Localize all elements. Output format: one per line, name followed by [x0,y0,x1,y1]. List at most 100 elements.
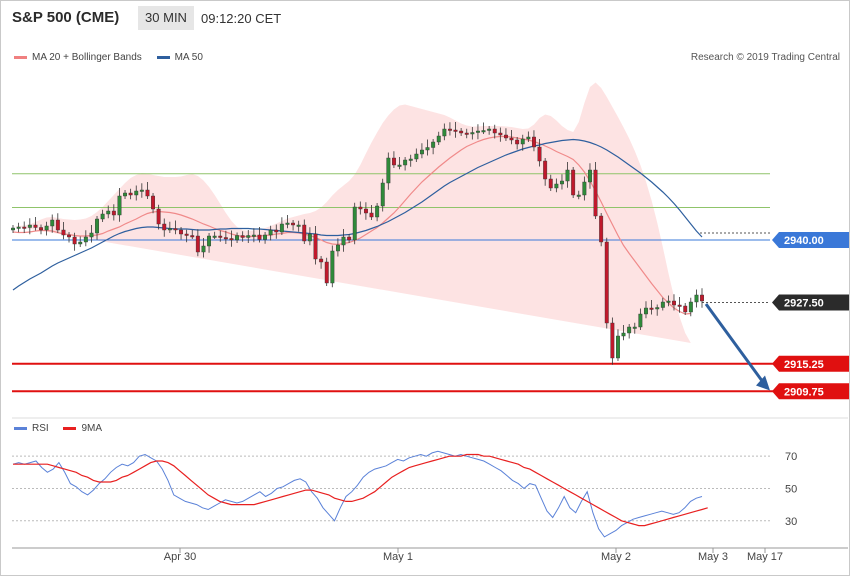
candle-body-93 [532,136,536,148]
rsi-line [12,450,703,538]
candle-body-50 [291,222,295,226]
x-tick-label-3: May 3 [698,551,728,563]
candle-body-24 [145,189,150,197]
candle-body-89 [509,137,514,141]
candle-body-2 [22,226,27,229]
price-tag-label-3: 2927.50 [784,298,824,310]
candle-body-18 [111,210,116,216]
candle-body-114 [649,307,654,310]
candle-body-45 [263,234,267,240]
main-legend: MA 20 + Bollinger Bands MA 50 [14,52,203,63]
candle-body-61 [352,206,357,241]
candle-body-32 [190,235,195,238]
candle-body-112 [638,313,643,328]
price-tag-0: 2953.25 [785,169,825,181]
x-tick-label-2: May 2 [601,551,631,563]
candle-body-40 [235,235,240,241]
candle-body-83 [476,130,480,133]
candle-body-14 [89,232,94,238]
rsi-tick-1: 50 [785,483,797,495]
candle-body-91 [520,138,525,145]
candle-body-92 [526,136,531,140]
candle-body-43 [251,234,256,237]
candle-body-60 [347,236,352,241]
bollinger-band [13,82,691,343]
candle-body-84 [481,130,486,133]
candle-body-33 [195,235,200,253]
forecast-arrowhead [756,375,770,391]
candle-body-25 [151,195,156,210]
candle-body-34 [201,245,206,253]
candle-body-38 [223,237,228,240]
price-tag-bg-5 [772,383,849,400]
price-tag-1: 2946.50 [785,203,825,215]
candle-body-0 [11,227,16,231]
candle-body-55 [319,258,324,263]
candle-body-12 [78,241,83,245]
candle-body-27 [162,223,167,231]
price-tag-label-2: 2940.00 [784,235,824,247]
candle-body-5 [39,227,43,231]
candle-body-57 [330,250,335,284]
candle-body-109 [621,332,626,337]
candle-body-37 [218,235,223,238]
candle-body-9 [61,229,66,236]
candle-body-117 [666,300,671,303]
candle-body-48 [279,223,284,233]
candle-body-95 [543,160,548,180]
price-tag-bg-3 [772,294,849,311]
candle-body-59 [341,236,346,246]
price-tag-bg-4 [772,355,849,372]
candle-body-4 [33,224,38,228]
candle-body-120 [683,305,688,313]
candle-body-81 [464,132,469,135]
candle-body-63 [364,208,368,214]
candle-body-82 [470,132,475,135]
candle-body-85 [487,128,492,131]
forecast-arrow-shaft [704,303,766,385]
candle-body-30 [179,229,184,235]
candle-body-122 [694,294,699,303]
candle-body-88 [504,134,508,139]
candle-body-11 [72,236,77,245]
candle-body-66 [380,182,385,207]
rsi-tick-0: 70 [785,451,797,463]
rsi-legend: RSI 9MA [14,423,102,434]
ma20-legend-label: MA 20 + Bollinger Bands [32,52,142,63]
candle-body-16 [100,213,105,220]
candle-body-17 [106,210,111,215]
candle-body-28 [167,228,172,231]
ma20-swatch [14,55,27,59]
candle-body-62 [358,206,363,210]
candle-body-6 [44,225,49,231]
candle-body-3 [27,224,32,228]
price-tag-bg-2 [772,232,849,248]
candle-body-42 [246,235,251,238]
candle-body-70 [403,159,408,166]
candle-body-101 [576,194,581,197]
price-tag-label-5: 2909.75 [784,386,824,398]
candle-body-23 [139,189,144,192]
interval-button[interactable]: 30 MIN [138,6,194,30]
candle-body-58 [336,244,340,252]
candle-body-13 [83,236,88,243]
candle-body-90 [515,139,520,145]
candle-body-26 [156,208,161,225]
candle-body-76 [436,135,441,143]
ma9-legend-label: 9MA [81,423,103,434]
candle-body-123 [700,294,704,302]
candle-body-78 [448,128,452,131]
ma50-swatch [156,55,170,59]
candle-body-7 [50,219,55,227]
candle-body-10 [67,234,72,238]
candle-body-75 [431,141,436,148]
candle-body-19 [117,195,122,216]
candle-body-79 [453,129,458,132]
candle-body-119 [677,304,682,307]
x-tick-label-0: Apr 30 [164,551,196,563]
candle-body-36 [212,235,217,238]
x-tick-label-1: May 1 [383,551,413,563]
chart-header: S&P 500 (CME) 30 MIN 09:12:20 CET [0,0,850,36]
ma50-legend-label: MA 50 [174,52,203,63]
